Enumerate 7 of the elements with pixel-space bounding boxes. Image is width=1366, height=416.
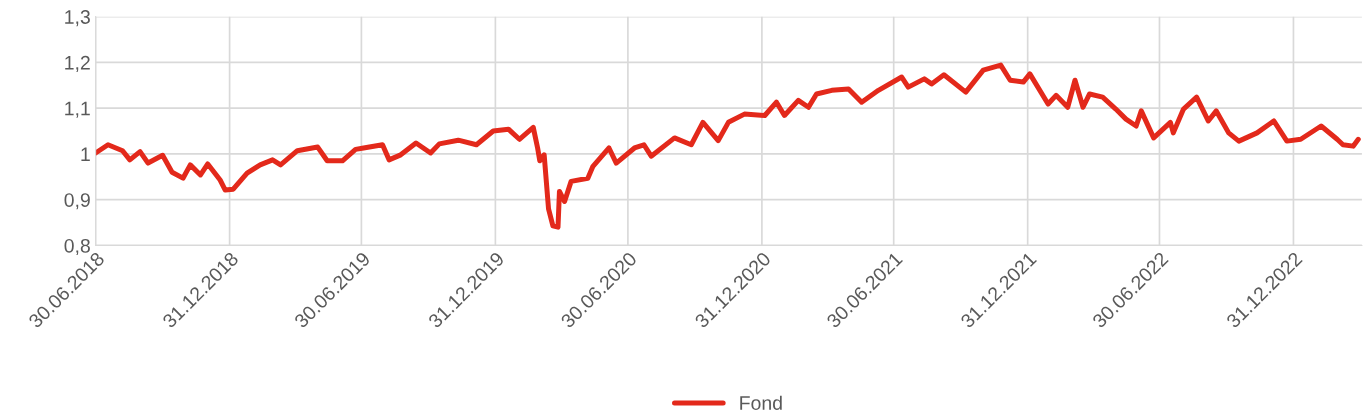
y-tick-label: 1,2 [65, 55, 90, 72]
y-tick-label: 0,9 [64, 193, 90, 210]
y-tick-label: 0,8 [64, 238, 90, 255]
y-tick-label: 1,3 [65, 10, 90, 27]
y-tick-label: 1 [81, 147, 90, 161]
legend-label: Fond [740, 395, 782, 410]
y-tick-label: 1,1 [65, 101, 90, 118]
